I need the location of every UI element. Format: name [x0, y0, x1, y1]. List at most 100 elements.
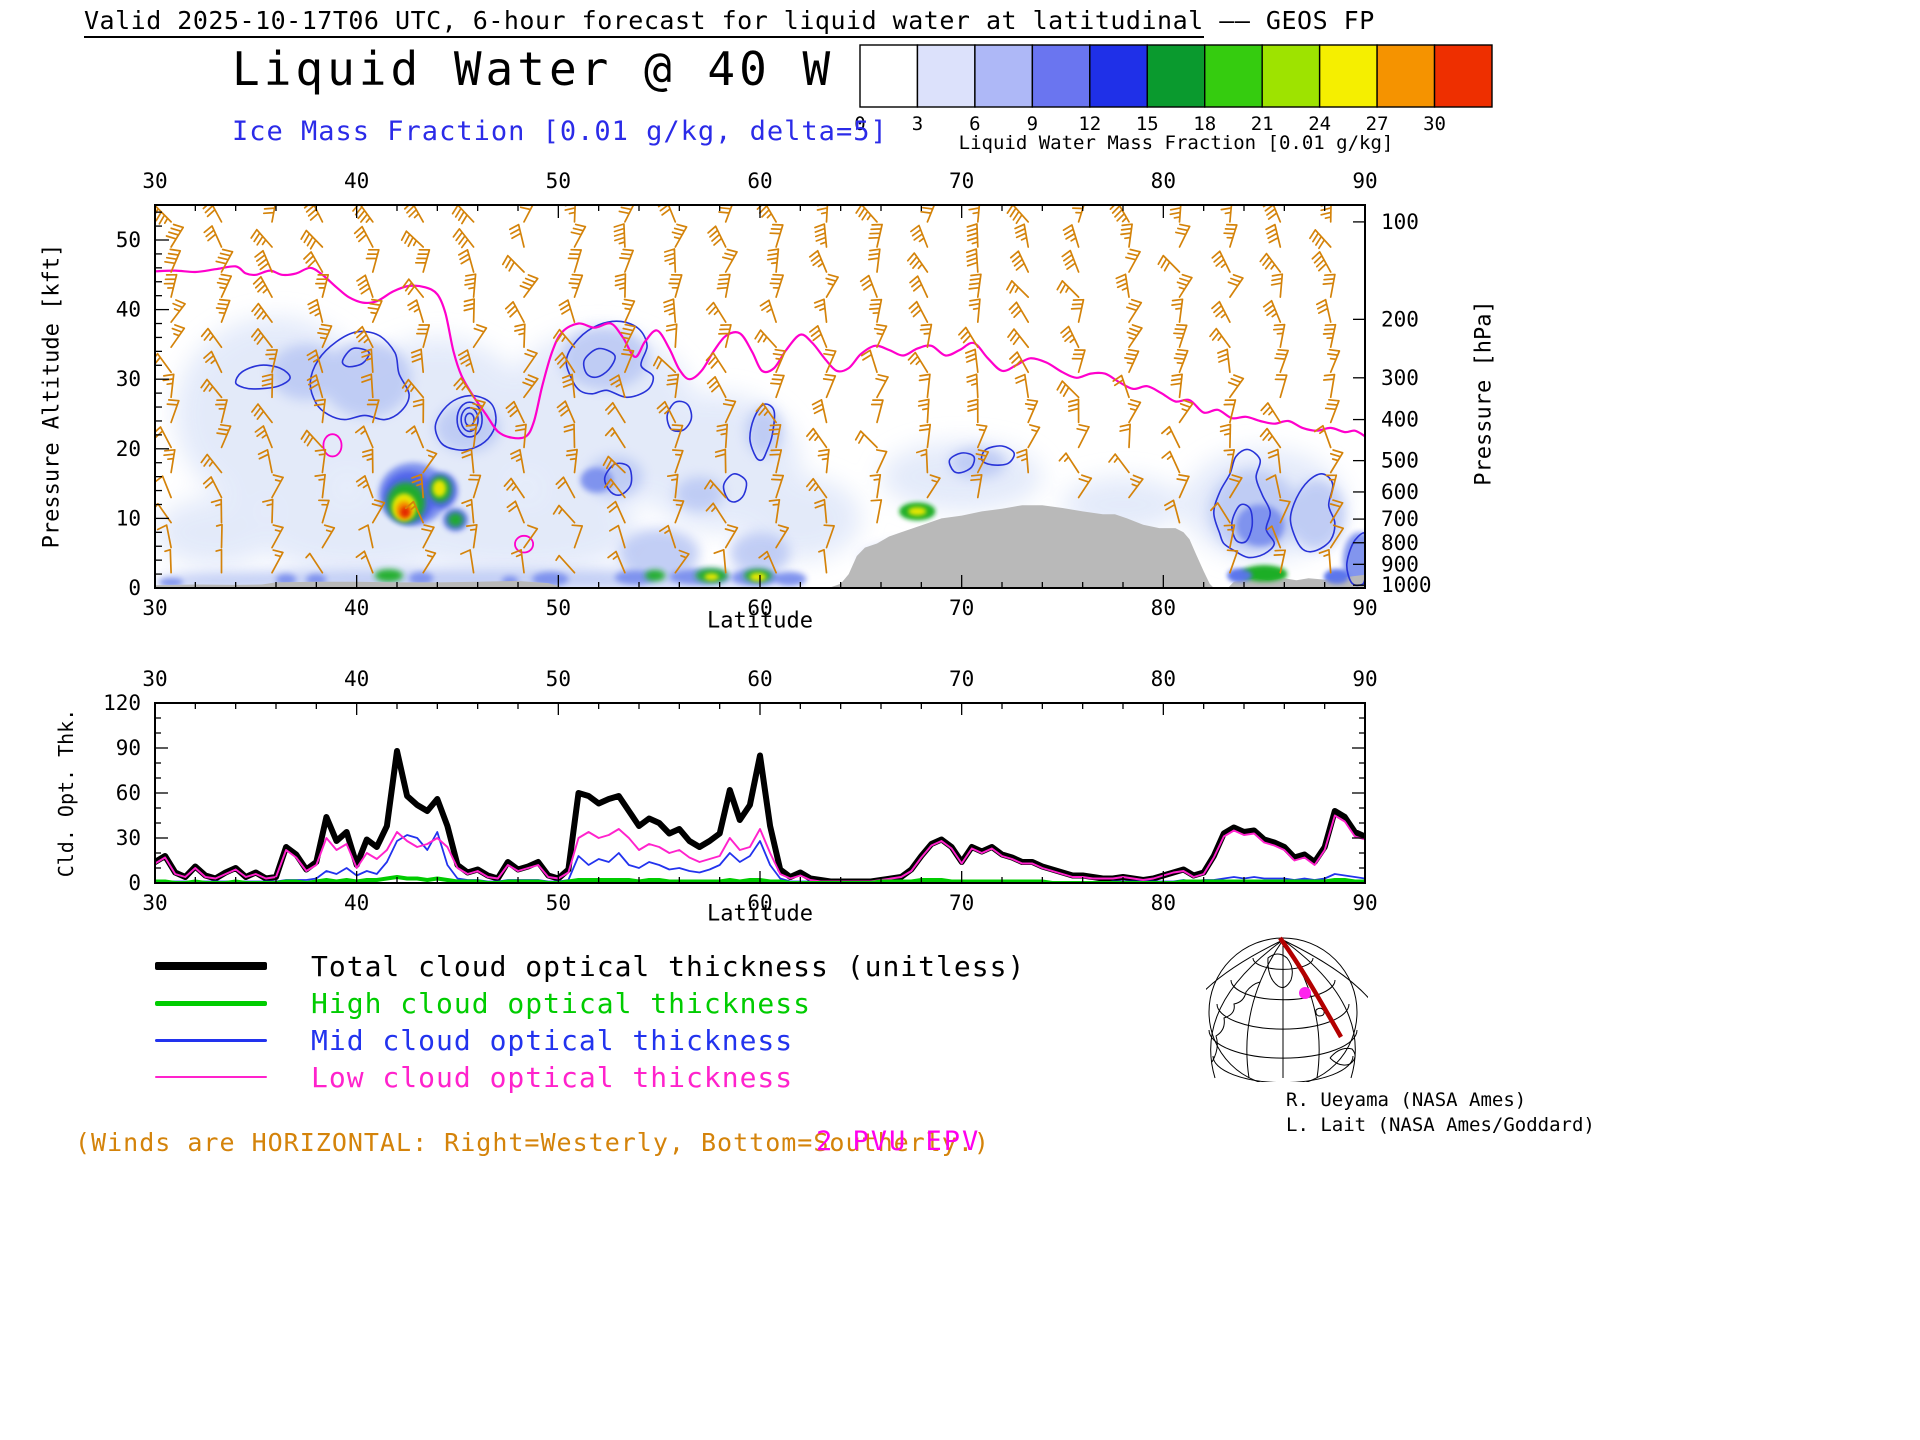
ice-contour-subtitle: Ice Mass Fraction [0.01 g/kg, delta=5] [232, 116, 888, 147]
svg-text:21: 21 [1251, 113, 1274, 135]
svg-text:20: 20 [116, 437, 141, 461]
svg-text:60: 60 [747, 169, 772, 193]
legend-swatch-mid [155, 1038, 267, 1042]
svg-text:70: 70 [949, 596, 974, 620]
coastline-iceland [1315, 1007, 1325, 1017]
svg-text:60: 60 [747, 596, 772, 620]
svg-text:100: 100 [1381, 210, 1419, 234]
svg-text:50: 50 [116, 228, 141, 252]
svg-text:200: 200 [1381, 307, 1419, 331]
svg-text:600: 600 [1381, 480, 1419, 504]
svg-text:50: 50 [546, 596, 571, 620]
svg-text:60: 60 [116, 781, 141, 805]
svg-text:70: 70 [949, 667, 974, 691]
liquid-water-field [155, 316, 1365, 588]
valid-time-text: Valid 2025-10-17T06 UTC, 6-hour forecast… [84, 6, 1204, 38]
svg-text:30: 30 [142, 169, 167, 193]
y-axis-label-kft: Pressure Altitude [kft] [39, 243, 65, 549]
svg-text:70: 70 [949, 891, 974, 915]
svg-text:300: 300 [1381, 366, 1419, 390]
svg-text:1000: 1000 [1381, 573, 1432, 597]
svg-text:40: 40 [344, 891, 369, 915]
transect-track [1278, 936, 1343, 1039]
legend-swatch-low [155, 1076, 267, 1078]
svg-text:9: 9 [1027, 113, 1038, 135]
svg-text:800: 800 [1381, 531, 1419, 555]
model-name: —— GEOS FP [1219, 6, 1375, 35]
svg-text:40: 40 [344, 596, 369, 620]
valid-time-header: Valid 2025-10-17T06 UTC, 6-hour forecast… [84, 6, 1375, 38]
svg-text:500: 500 [1381, 449, 1419, 473]
legend-item-total: Total cloud optical thickness (unitless) [155, 948, 1025, 984]
svg-text:12: 12 [1078, 113, 1101, 135]
svg-text:0: 0 [128, 576, 141, 600]
legend-label-low: Low cloud optical thickness [311, 1060, 794, 1094]
svg-text:30: 30 [116, 826, 141, 850]
svg-text:0: 0 [128, 871, 141, 895]
svg-text:60: 60 [747, 667, 772, 691]
legend-label-high: High cloud optical thickness [311, 986, 812, 1020]
svg-text:90: 90 [116, 736, 141, 760]
credit-line-1: R. Ueyama (NASA Ames) [1286, 1089, 1527, 1111]
x-axis-label-cot: Latitude [707, 901, 813, 927]
optical-thickness-series [155, 748, 1365, 883]
y-axis-label-hpa: Pressure [hPa] [1471, 300, 1497, 486]
cot-axes [154, 702, 1366, 884]
epv-note: 2 PVU EPV [816, 1126, 981, 1157]
svg-text:50: 50 [546, 169, 571, 193]
location-marker [1299, 987, 1311, 999]
svg-text:18: 18 [1193, 113, 1216, 135]
svg-text:0: 0 [854, 113, 865, 135]
plot-title: Liquid Water @ 40 W [232, 42, 835, 96]
main-axes [154, 204, 1366, 589]
terrain-mask [155, 505, 1365, 588]
surface-cloud-spots [900, 503, 1349, 584]
svg-text:30: 30 [116, 367, 141, 391]
svg-text:30: 30 [142, 891, 167, 915]
svg-text:120: 120 [103, 691, 141, 715]
svg-text:40: 40 [344, 169, 369, 193]
credit-line-2: L. Lait (NASA Ames/Goddard) [1286, 1114, 1595, 1136]
svg-text:80: 80 [1151, 891, 1176, 915]
svg-text:80: 80 [1151, 596, 1176, 620]
svg-text:30: 30 [142, 596, 167, 620]
inset-map [1206, 936, 1368, 1082]
legend-swatch-total [155, 962, 267, 970]
svg-text:40: 40 [344, 667, 369, 691]
credits: R. Ueyama (NASA Ames) L. Lait (NASA Ames… [1286, 1088, 1595, 1138]
svg-text:400: 400 [1381, 408, 1419, 432]
svg-text:3: 3 [912, 113, 923, 135]
svg-text:15: 15 [1136, 113, 1159, 135]
svg-text:6: 6 [969, 113, 980, 135]
legend-item-mid: Mid cloud optical thickness [155, 1022, 1025, 1058]
x-axis-label-main: Latitude [707, 608, 813, 634]
svg-text:40: 40 [116, 298, 141, 322]
legend-label-total: Total cloud optical thickness (unitless) [311, 949, 1026, 983]
y-axis-label-cot: Cld. Opt. Thk. [54, 708, 78, 878]
svg-text:700: 700 [1381, 507, 1419, 531]
legend-label-mid: Mid cloud optical thickness [311, 1023, 794, 1057]
svg-text:90: 90 [1352, 169, 1377, 193]
svg-text:10: 10 [116, 506, 141, 530]
colorbar-label: Liquid Water Mass Fraction [0.01 g/kg] [958, 132, 1394, 154]
coastline-europe [1329, 1047, 1356, 1066]
colorbar [859, 44, 1493, 108]
svg-text:900: 900 [1381, 552, 1419, 576]
coastline-greenland [1267, 953, 1293, 988]
svg-text:80: 80 [1151, 169, 1176, 193]
svg-text:30: 30 [142, 667, 167, 691]
legend-item-high: High cloud optical thickness [155, 985, 1025, 1021]
svg-text:50: 50 [546, 891, 571, 915]
svg-text:90: 90 [1352, 667, 1377, 691]
wind-barbs [155, 205, 1345, 574]
coastline-na [1211, 981, 1261, 1063]
legend: Total cloud optical thickness (unitless)… [155, 948, 1025, 1096]
svg-text:90: 90 [1352, 891, 1377, 915]
svg-text:27: 27 [1366, 113, 1389, 135]
winds-note: (Winds are HORIZONTAL: Right=Westerly, B… [75, 1128, 990, 1157]
svg-text:50: 50 [546, 667, 571, 691]
svg-text:80: 80 [1151, 667, 1176, 691]
svg-text:60: 60 [747, 891, 772, 915]
